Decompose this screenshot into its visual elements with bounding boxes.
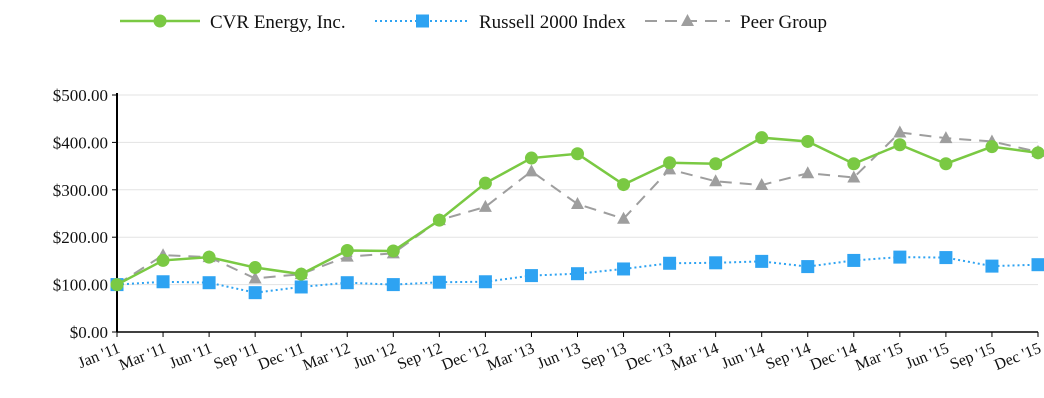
legend: CVR Energy, Inc. Russell 2000 Index Peer G… bbox=[120, 12, 827, 33]
legend-label-peer-group: Peer Group bbox=[740, 12, 827, 33]
data-point-russell-2000-index bbox=[893, 250, 907, 264]
data-point-cvr-energy-inc bbox=[432, 213, 446, 227]
x-tick-label: Jan '11 bbox=[76, 340, 123, 372]
data-point-peer-group bbox=[709, 174, 723, 187]
data-point-cvr-energy-inc bbox=[617, 178, 631, 192]
x-tick-label: Mar '12 bbox=[300, 340, 352, 374]
data-point-peer-group bbox=[248, 271, 262, 284]
x-tick-label: Sep '13 bbox=[579, 340, 629, 373]
data-point-russell-2000-index bbox=[340, 276, 354, 290]
data-point-cvr-energy-inc bbox=[386, 244, 400, 258]
series-russell-2000-index bbox=[110, 250, 1044, 300]
y-tick-label: $400.00 bbox=[53, 133, 108, 152]
data-point-russell-2000-index bbox=[294, 280, 308, 294]
data-point-peer-group bbox=[524, 164, 538, 177]
x-tick-label: Mar '14 bbox=[669, 340, 721, 374]
data-point-cvr-energy-inc bbox=[571, 147, 584, 161]
data-point-peer-group bbox=[478, 199, 492, 212]
data-point-cvr-energy-inc bbox=[709, 157, 723, 171]
data-point-peer-group bbox=[847, 170, 861, 183]
x-tick-label: Mar '11 bbox=[117, 340, 169, 374]
series-line-peer-group bbox=[116, 131, 1039, 286]
data-point-cvr-energy-inc bbox=[156, 253, 170, 267]
data-point-cvr-energy-inc bbox=[248, 261, 262, 275]
series-cvr-energy-inc bbox=[110, 131, 1044, 292]
legend-label-russell-2000-index: Russell 2000 Index bbox=[479, 12, 626, 33]
data-point-cvr-energy-inc bbox=[663, 156, 677, 170]
x-tick-label: Sep '11 bbox=[211, 340, 260, 373]
data-point-russell-2000-index bbox=[202, 276, 216, 290]
data-point-peer-group bbox=[801, 166, 815, 179]
x-tick-label: Dec '11 bbox=[256, 340, 307, 374]
data-point-cvr-energy-inc bbox=[202, 250, 216, 264]
series-line-russell-2000-index bbox=[116, 256, 1039, 294]
data-point-russell-2000-index bbox=[617, 262, 631, 276]
data-point-peer-group bbox=[571, 197, 584, 210]
x-tick-label: Jun '11 bbox=[167, 340, 215, 372]
series-group bbox=[110, 125, 1044, 300]
y-tick-label: $300.00 bbox=[53, 181, 108, 200]
y-tick-label: $100.00 bbox=[53, 276, 108, 295]
data-point-cvr-energy-inc bbox=[340, 243, 354, 257]
x-tick-label: Sep '12 bbox=[395, 340, 445, 373]
y-axis-tick-labels: $0.00 $100.00 $200.00 $300.00 $400.00 $500.00 bbox=[53, 86, 108, 342]
y-tick-label: $500.00 bbox=[53, 86, 108, 105]
gridlines bbox=[117, 94, 1038, 286]
y-tick-label: $0.00 bbox=[70, 323, 108, 342]
data-point-russell-2000-index bbox=[663, 256, 677, 270]
data-point-russell-2000-index bbox=[478, 275, 492, 289]
data-point-russell-2000-index bbox=[432, 275, 446, 289]
legend-item-peer-group: Peer Group bbox=[645, 12, 827, 33]
x-tick-label: Dec '13 bbox=[624, 340, 675, 374]
x-tick-label: Jun '15 bbox=[903, 340, 951, 373]
legend-item-russell-2000-index: Russell 2000 Index bbox=[375, 12, 626, 33]
data-point-russell-2000-index bbox=[248, 286, 262, 300]
x-tick-label: Sep '14 bbox=[763, 340, 813, 373]
data-point-russell-2000-index bbox=[524, 269, 538, 283]
data-point-cvr-energy-inc bbox=[1031, 146, 1044, 160]
data-point-russell-2000-index bbox=[801, 260, 815, 274]
data-point-cvr-energy-inc bbox=[294, 267, 308, 281]
legend-marker-russell-2000-index bbox=[416, 14, 429, 28]
x-tick-label: Dec '12 bbox=[439, 340, 490, 374]
x-tick-label: Jun '12 bbox=[351, 340, 399, 373]
data-point-cvr-energy-inc bbox=[524, 151, 538, 165]
y-tick-label: $200.00 bbox=[53, 228, 108, 247]
data-point-cvr-energy-inc bbox=[110, 278, 124, 292]
x-tick-label: Jun '14 bbox=[719, 340, 767, 373]
axes bbox=[112, 93, 1039, 337]
data-point-peer-group bbox=[617, 211, 631, 224]
data-point-russell-2000-index bbox=[156, 275, 170, 289]
legend-marker-cvr-energy-inc bbox=[153, 14, 167, 28]
legend-label-cvr-energy-inc: CVR Energy, Inc. bbox=[210, 12, 346, 33]
data-point-cvr-energy-inc bbox=[478, 176, 492, 190]
legend-marker-peer-group bbox=[681, 14, 694, 26]
data-point-russell-2000-index bbox=[847, 253, 861, 267]
data-point-russell-2000-index bbox=[755, 254, 769, 268]
x-tick-label: Mar '15 bbox=[853, 340, 905, 374]
data-point-cvr-energy-inc bbox=[801, 134, 815, 148]
data-point-cvr-energy-inc bbox=[893, 138, 907, 152]
data-point-russell-2000-index bbox=[709, 256, 723, 270]
x-tick-label: Dec '15 bbox=[992, 340, 1043, 374]
x-tick-label: Mar '13 bbox=[485, 340, 537, 374]
x-tick-label: Sep '15 bbox=[948, 340, 998, 373]
data-point-russell-2000-index bbox=[985, 259, 999, 273]
data-point-cvr-energy-inc bbox=[755, 131, 769, 145]
data-point-peer-group bbox=[939, 131, 953, 144]
data-point-cvr-energy-inc bbox=[939, 157, 953, 171]
data-point-cvr-energy-inc bbox=[847, 157, 861, 171]
data-point-peer-group bbox=[755, 178, 769, 191]
data-point-russell-2000-index bbox=[1031, 258, 1044, 272]
data-point-cvr-energy-inc bbox=[985, 140, 999, 154]
legend-item-cvr-energy-inc: CVR Energy, Inc. bbox=[120, 12, 346, 33]
data-point-russell-2000-index bbox=[386, 278, 400, 292]
x-tick-label: Jun '13 bbox=[535, 340, 583, 373]
data-point-peer-group bbox=[893, 125, 907, 138]
data-point-russell-2000-index bbox=[571, 267, 584, 281]
x-tick-label: Dec '14 bbox=[808, 340, 859, 374]
data-point-russell-2000-index bbox=[939, 251, 953, 265]
